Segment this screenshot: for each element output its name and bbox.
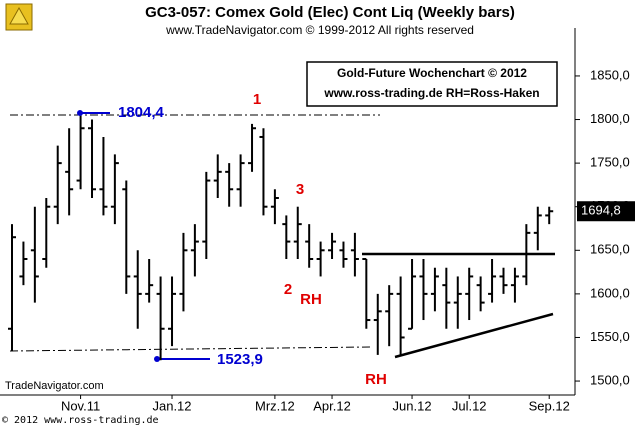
annotation: RH [300, 291, 322, 308]
trend-line [394, 312, 554, 359]
x-tick-label: Mrz.12 [255, 398, 295, 413]
x-tick-label: Apr.12 [313, 398, 351, 413]
y-tick-label: 1550,0 [590, 329, 630, 344]
footer: © 2012 www.ross-trading.de [2, 415, 159, 426]
annotation: 2 [284, 281, 292, 298]
annotation: 1 [253, 91, 261, 108]
annotation: 1523,9 [217, 351, 263, 368]
info-line: www.ross-trading.de RH=Ross-Haken [323, 86, 539, 100]
level-line [9, 346, 371, 352]
x-tick-label: Jan.12 [152, 398, 191, 413]
marker-dot [154, 356, 160, 362]
chart-title: GC3-057: Comex Gold (Elec) Cont Liq (Wee… [145, 4, 515, 21]
y-tick-label: 1500,0 [590, 372, 630, 387]
y-tick-label: 1850,0 [590, 67, 630, 82]
last-price-label: 1694,8 [581, 203, 621, 218]
y-tick-label: 1800,0 [590, 111, 630, 126]
info-line: Gold-Future Wochenchart © 2012 [337, 66, 527, 80]
x-tick-label: Jun.12 [393, 398, 432, 413]
chart-subtitle: www.TradeNavigator.com © 1999-2012 All r… [165, 23, 474, 37]
y-tick-label: 1600,0 [590, 285, 630, 300]
y-tick-label: 1750,0 [590, 155, 630, 170]
annotation: 1804,4 [118, 104, 165, 121]
marker-dot [77, 110, 83, 116]
source: TradeNavigator.com [5, 380, 104, 392]
annotation: RH [365, 371, 387, 388]
info-box [306, 61, 558, 107]
y-tick-label: 1650,0 [590, 242, 630, 257]
annotation: 3 [296, 181, 304, 198]
x-tick-label: Jul.12 [452, 398, 487, 413]
logo [5, 3, 33, 31]
x-tick-label: Nov.11 [61, 398, 100, 413]
x-tick-label: Sep.12 [529, 398, 570, 413]
last-price-box [577, 201, 635, 222]
